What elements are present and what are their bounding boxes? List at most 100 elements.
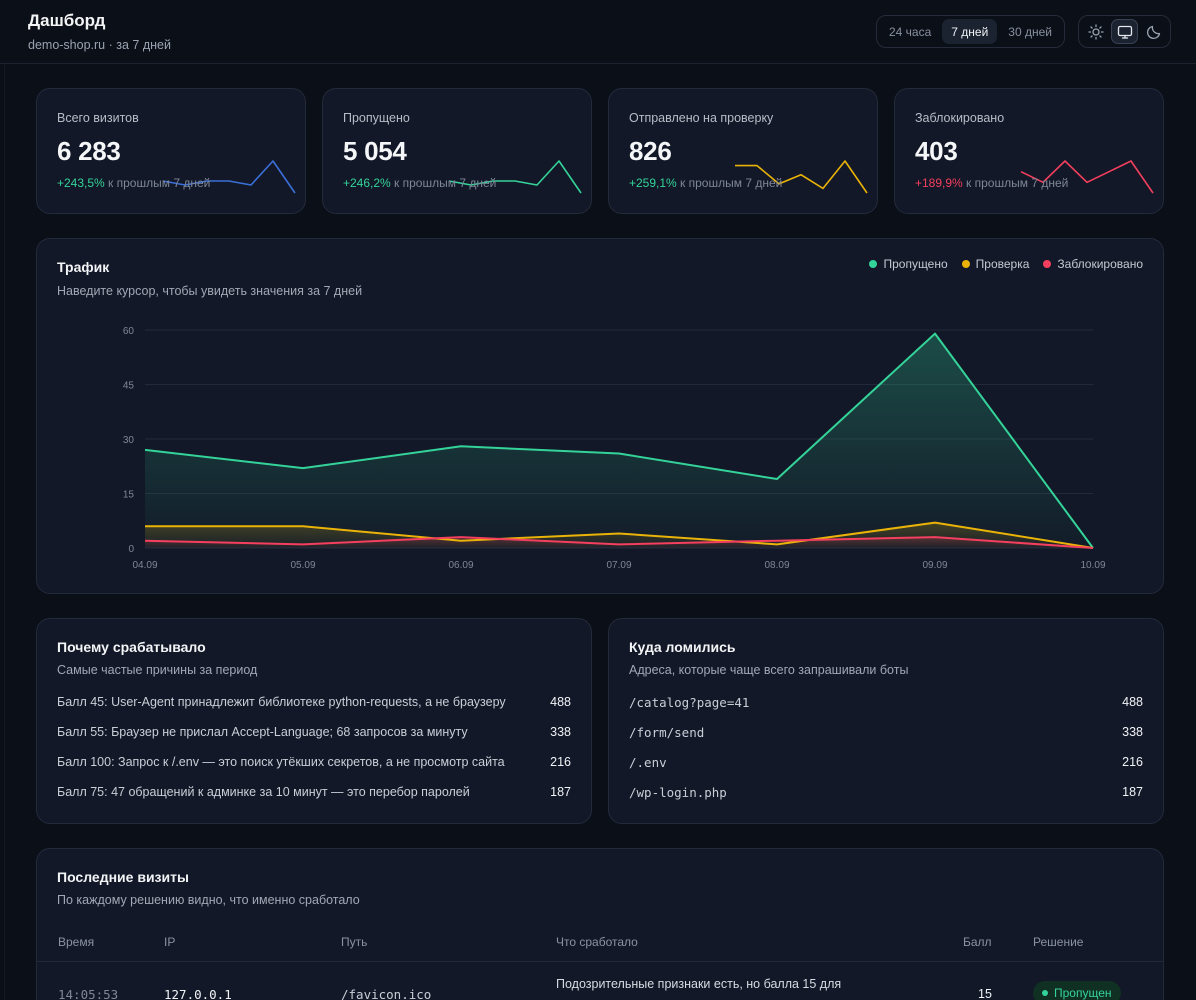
x-tick-label: 10.09 xyxy=(1080,560,1105,571)
traffic-card: Трафик Наведите курсор, чтобы увидеть зн… xyxy=(36,238,1164,594)
series-line xyxy=(144,332,1094,549)
period-switcher: 24 часа 7 дней 30 дней xyxy=(876,15,1065,48)
stat-value: 5 054 xyxy=(343,136,407,166)
legend-dot xyxy=(1043,260,1052,268)
y-tick-label: 0 xyxy=(128,544,134,555)
legend-label: Проверка xyxy=(975,257,1030,271)
stat-delta: +246,2% к прошлым 7 дней xyxy=(343,176,496,190)
traffic-title: Трафик xyxy=(57,259,110,275)
reason-label: Балл 75: 47 обращений к админке за 10 ми… xyxy=(57,785,470,799)
paths-title: Куда ломились xyxy=(629,639,736,655)
legend-item-review[interactable]: Проверка xyxy=(961,257,1030,271)
delta-suffix: к прошлым 7 дней xyxy=(390,176,497,190)
paths-subtitle: Адреса, которые чаще всего запрашивали б… xyxy=(629,663,909,677)
visit-score: 15 xyxy=(978,987,992,1000)
theme-light-button[interactable] xyxy=(1082,19,1109,44)
reason-label: Балл 55: Браузер не прислал Accept-Langu… xyxy=(57,725,468,739)
period-7d-button[interactable]: 7 дней xyxy=(942,19,998,44)
x-tick-label: 07.09 xyxy=(606,560,631,571)
path-count: 216 xyxy=(1122,755,1143,769)
stat-label: Заблокировано xyxy=(915,111,1005,125)
reason-row: Балл 100: Запрос к /.env — это поиск утё… xyxy=(57,752,571,772)
legend-item-passed[interactable]: Пропущено xyxy=(869,257,948,271)
sparkline xyxy=(1020,160,1154,194)
legend-item-blocked[interactable]: Заблокировано xyxy=(1043,257,1143,271)
visits-card: Последние визиты По каждому решению видн… xyxy=(36,848,1164,1000)
stat-label: Пропущено xyxy=(343,111,410,125)
sparkline xyxy=(448,160,582,194)
visits-subtitle: По каждому решению видно, что именно сра… xyxy=(57,893,360,907)
column-header-decision[interactable]: Решение xyxy=(1033,935,1084,949)
column-header-score[interactable]: Балл xyxy=(963,935,992,949)
path-label: /wp-login.php xyxy=(629,784,727,800)
page-title: Дашборд xyxy=(28,11,106,30)
visit-reason: Подозрительные признаки есть, но балла 1… xyxy=(556,977,842,991)
series-line xyxy=(144,536,1094,549)
top-header: Дашборд demo-shop.ru · за 7 дней 24 часа… xyxy=(0,0,1196,64)
series-line xyxy=(145,521,1094,549)
reasons-card: Почему срабатывало Самые частые причины … xyxy=(36,618,592,824)
column-header-reason[interactable]: Что сработало xyxy=(556,935,638,949)
stat-value: 826 xyxy=(629,136,672,166)
y-tick-label: 45 xyxy=(123,381,135,392)
traffic-chart[interactable]: 0 15 30 45 60 04.09 05.09 06.09 07.09 08.09 09.09 1… xyxy=(37,239,1165,595)
stat-delta: +189,9% к прошлым 7 дней xyxy=(915,176,1068,190)
left-rail xyxy=(0,64,5,1000)
path-label: /form/send xyxy=(629,724,705,740)
column-header-ip[interactable]: IP xyxy=(164,935,176,949)
y-tick-label: 15 xyxy=(123,490,135,501)
column-header-time[interactable]: Время xyxy=(58,935,95,949)
x-tick-label: 05.09 xyxy=(290,560,315,571)
x-tick-label: 06.09 xyxy=(448,560,473,571)
delta-value: +259,1% xyxy=(629,176,677,190)
reason-count: 338 xyxy=(550,725,571,739)
legend-label: Пропущено xyxy=(883,257,948,271)
stat-value: 6 283 xyxy=(57,136,121,166)
x-tick-label: 08.09 xyxy=(764,560,789,571)
theme-switcher xyxy=(1078,15,1171,48)
paths-card: Куда ломились Адреса, которые чаще всего… xyxy=(608,618,1164,824)
delta-value: +243,5% xyxy=(57,176,105,190)
chart-legend: Пропущено Проверка Заблокировано xyxy=(869,257,1143,271)
reason-row: Балл 55: Браузер не прислал Accept-Langu… xyxy=(57,722,571,742)
stat-label: Отправлено на проверку xyxy=(629,111,774,125)
stat-delta: +243,5% к прошлым 7 дней xyxy=(57,176,210,190)
stat-card-blocked: Заблокировано 403 +189,9% к прошлым 7 дн… xyxy=(894,88,1164,214)
stat-card-review: Отправлено на проверку 826 +259,1% к про… xyxy=(608,88,878,214)
series-area xyxy=(145,333,1093,548)
path-row: /.env 216 xyxy=(629,752,1143,772)
reason-count: 488 xyxy=(550,695,571,709)
delta-value: +246,2% xyxy=(343,176,391,190)
legend-label: Заблокировано xyxy=(1057,257,1143,271)
period-30d-button[interactable]: 30 дней xyxy=(1008,24,1052,39)
stat-value: 403 xyxy=(915,136,958,166)
path-row: /catalog?page=41 488 xyxy=(629,692,1143,712)
reason-label: Балл 45: User-Agent принадлежит библиоте… xyxy=(57,695,506,709)
path-count: 338 xyxy=(1122,725,1143,739)
page-subtitle: demo-shop.ru · за 7 дней xyxy=(28,38,171,52)
moon-icon xyxy=(1146,25,1160,39)
reason-label: Балл 100: Запрос к /.env — это поиск утё… xyxy=(57,755,505,769)
delta-value: +189,9% xyxy=(915,176,963,190)
column-header-path[interactable]: Путь xyxy=(341,935,368,949)
y-tick-label: 30 xyxy=(123,435,135,446)
y-tick-label: 60 xyxy=(123,326,135,337)
legend-dot xyxy=(869,260,878,268)
stat-delta: +259,1% к прошлым 7 дней xyxy=(629,176,782,190)
sparkline xyxy=(735,160,868,194)
visits-title: Последние визиты xyxy=(57,869,189,885)
path-label: /.env xyxy=(629,754,667,770)
period-24h-button[interactable]: 24 часа xyxy=(889,24,932,39)
x-tick-label: 04.09 xyxy=(132,560,157,571)
table-divider xyxy=(37,961,1163,962)
reason-row: Балл 45: User-Agent принадлежит библиоте… xyxy=(57,692,571,712)
traffic-subtitle: Наведите курсор, чтобы увидеть значения … xyxy=(57,284,363,298)
delta-suffix: к прошлым 7 дней xyxy=(676,176,783,190)
path-row: /wp-login.php 187 xyxy=(629,782,1143,802)
sparkline-line xyxy=(735,160,868,194)
theme-dark-button[interactable] xyxy=(1140,19,1167,44)
reasons-title: Почему срабатывало xyxy=(57,639,206,655)
theme-system-button[interactable] xyxy=(1111,19,1138,44)
delta-suffix: к прошлым 7 дней xyxy=(962,176,1069,190)
status-dot xyxy=(1042,990,1048,996)
